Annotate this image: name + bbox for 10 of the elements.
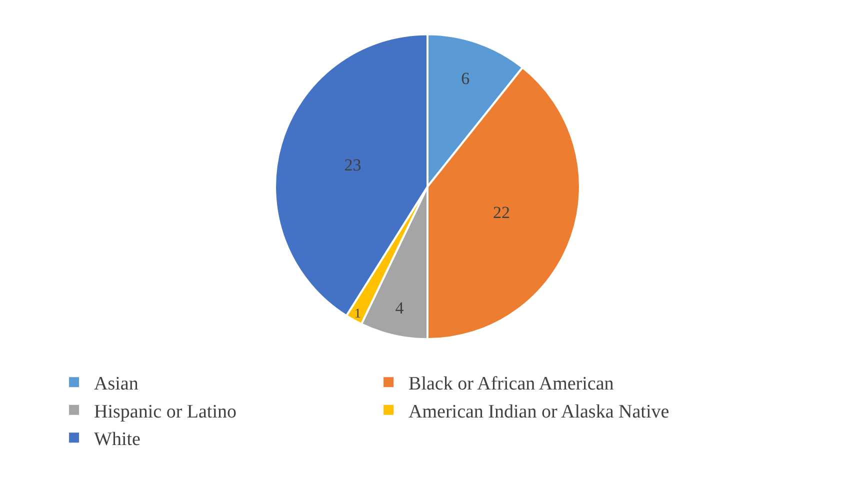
data-label: 22 [493,203,510,222]
legend-label: American Indian or Alaska Native [408,401,670,422]
data-label: 6 [461,68,470,88]
legend-label: Hispanic or Latino [94,401,236,422]
data-label: 23 [344,156,362,175]
data-label: 1 [354,305,361,320]
data-label: 4 [395,298,404,318]
legend-label: Black or African American [408,374,614,395]
legend-label: White [94,428,140,450]
legend-label: Asian [94,374,139,395]
